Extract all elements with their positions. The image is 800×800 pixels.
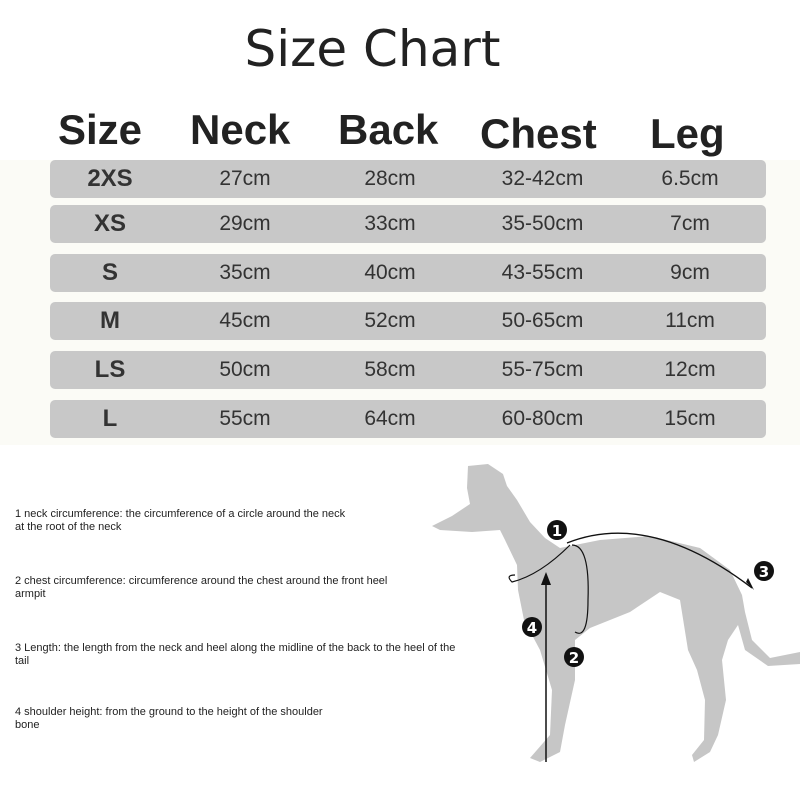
cell-neck: 50cm [219, 358, 271, 381]
header-leg: Leg [650, 110, 725, 157]
arrow-head-icon [541, 572, 551, 585]
table-row: LS 50cm 58cm 55-75cm 12cm [50, 351, 766, 389]
cell-neck: 45cm [219, 309, 271, 332]
header-back: Back [338, 106, 439, 153]
marker-4: 4 [522, 617, 542, 637]
note-chest: 2 chest circumference: circumference aro… [15, 575, 388, 600]
svg-text:3: 3 [759, 563, 769, 581]
cell-chest: 60-80cm [501, 407, 584, 430]
cell-size: M [100, 307, 120, 334]
table-row: M 45cm 52cm 50-65cm 11cm [50, 302, 766, 340]
note-length: 3 Length: the length from the neck and h… [15, 642, 456, 667]
cell-chest: 35-50cm [501, 212, 584, 235]
cell-back: 33cm [364, 212, 416, 235]
marker-2: 2 [564, 647, 584, 667]
cell-chest: 50-65cm [501, 309, 584, 332]
cell-leg: 11cm [665, 309, 715, 332]
cell-neck: 35cm [219, 261, 271, 284]
cell-back: 28cm [364, 167, 416, 190]
table-row: 2XS 27cm 28cm 32-42cm 6.5cm [50, 160, 766, 198]
page-title: Size Chart [244, 20, 501, 78]
marker-3: 3 [754, 561, 774, 581]
cell-size: L [102, 405, 118, 432]
cell-size: LS [94, 356, 126, 383]
cell-leg: 9cm [670, 261, 710, 284]
cell-neck: 29cm [219, 212, 271, 235]
header-chest: Chest [480, 110, 597, 157]
cell-leg: 7cm [670, 212, 710, 235]
cell-leg: 15cm [664, 407, 716, 430]
arrow-head-icon [746, 578, 754, 590]
dog-silhouette [432, 464, 800, 762]
marker-1: 1 [547, 520, 567, 540]
svg-text:1: 1 [552, 522, 562, 540]
cell-back: 64cm [364, 407, 416, 430]
cell-size: S [101, 259, 118, 286]
cell-back: 52cm [364, 309, 416, 332]
cell-back: 58cm [364, 358, 416, 381]
cell-leg: 12cm [664, 358, 716, 381]
table-row: L 55cm 64cm 60-80cm 15cm [50, 400, 766, 438]
note-shoulder: 4 shoulder height: from the ground to th… [15, 706, 323, 731]
cell-chest: 55-75cm [501, 358, 584, 381]
svg-text:2: 2 [569, 649, 579, 667]
cell-neck: 27cm [219, 167, 271, 190]
cell-size: XS [93, 210, 126, 237]
cell-neck: 55cm [219, 407, 271, 430]
cell-size: 2XS [87, 165, 133, 192]
header-neck: Neck [190, 106, 291, 153]
chest-loop [571, 544, 589, 634]
cell-chest: 32-42cm [501, 167, 584, 190]
cell-back: 40cm [364, 261, 416, 284]
neck-loop [508, 544, 571, 583]
table-row: XS 29cm 33cm 35-50cm 7cm [50, 205, 766, 243]
header-size: Size [58, 106, 143, 153]
length-arrow [566, 532, 753, 589]
svg-text:4: 4 [527, 619, 537, 637]
note-neck: 1 neck circumference: the circumference … [15, 508, 346, 533]
cell-leg: 6.5cm [661, 167, 719, 190]
table-row: S 35cm 40cm 43-55cm 9cm [50, 254, 766, 292]
cell-chest: 43-55cm [501, 261, 584, 284]
